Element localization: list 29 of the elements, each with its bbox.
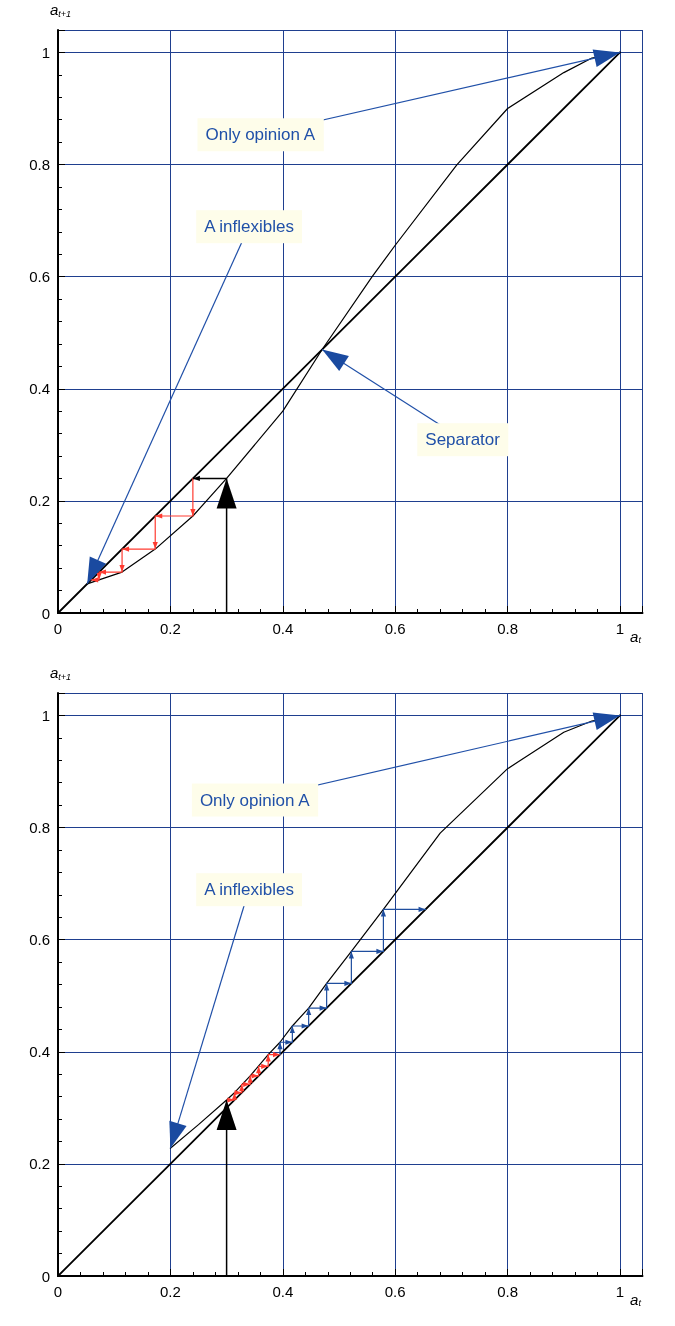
x-tick-label: 0.8 [497, 620, 519, 637]
annotation: Only opinion A [199, 790, 311, 810]
x-tick-label: 0.8 [497, 1283, 519, 1300]
x-tick-label: 0.6 [384, 1283, 406, 1300]
x-tick-label: 0.4 [272, 1283, 294, 1300]
y-tick-label: 1 [41, 43, 50, 61]
annotation: Only opinion A [205, 125, 316, 145]
y-tick-label: 0.2 [29, 492, 50, 510]
y-tick-label: 1 [41, 706, 50, 724]
x-tick-label: 0.6 [384, 620, 406, 637]
y-tick-label: 0.2 [29, 1155, 50, 1173]
annotation: Separator [425, 430, 501, 450]
y-tick-label: 0.4 [29, 1043, 50, 1061]
y-tick-label: 0 [41, 604, 50, 622]
y-tick-label: 0.6 [29, 268, 50, 286]
x-tick-label: 0.2 [159, 620, 181, 637]
y-tick-label: 0.4 [29, 380, 50, 398]
y-tick-label: 0 [41, 1267, 50, 1285]
x-tick-label: 0.2 [159, 1283, 181, 1300]
y-tick-label: 0.8 [29, 156, 50, 174]
x-tick-label: 0.4 [272, 620, 294, 637]
y-tick-label: 0.8 [29, 819, 50, 837]
annotation: A inflexibles [204, 880, 294, 900]
x-tick-label: 0 [53, 1283, 63, 1300]
x-tick-label: 1 [615, 620, 625, 637]
x-tick-label: 1 [615, 1283, 625, 1300]
y-tick-label: 0.6 [29, 931, 50, 949]
x-tick-label: 0 [53, 620, 63, 637]
annotation: A inflexibles [204, 217, 294, 237]
